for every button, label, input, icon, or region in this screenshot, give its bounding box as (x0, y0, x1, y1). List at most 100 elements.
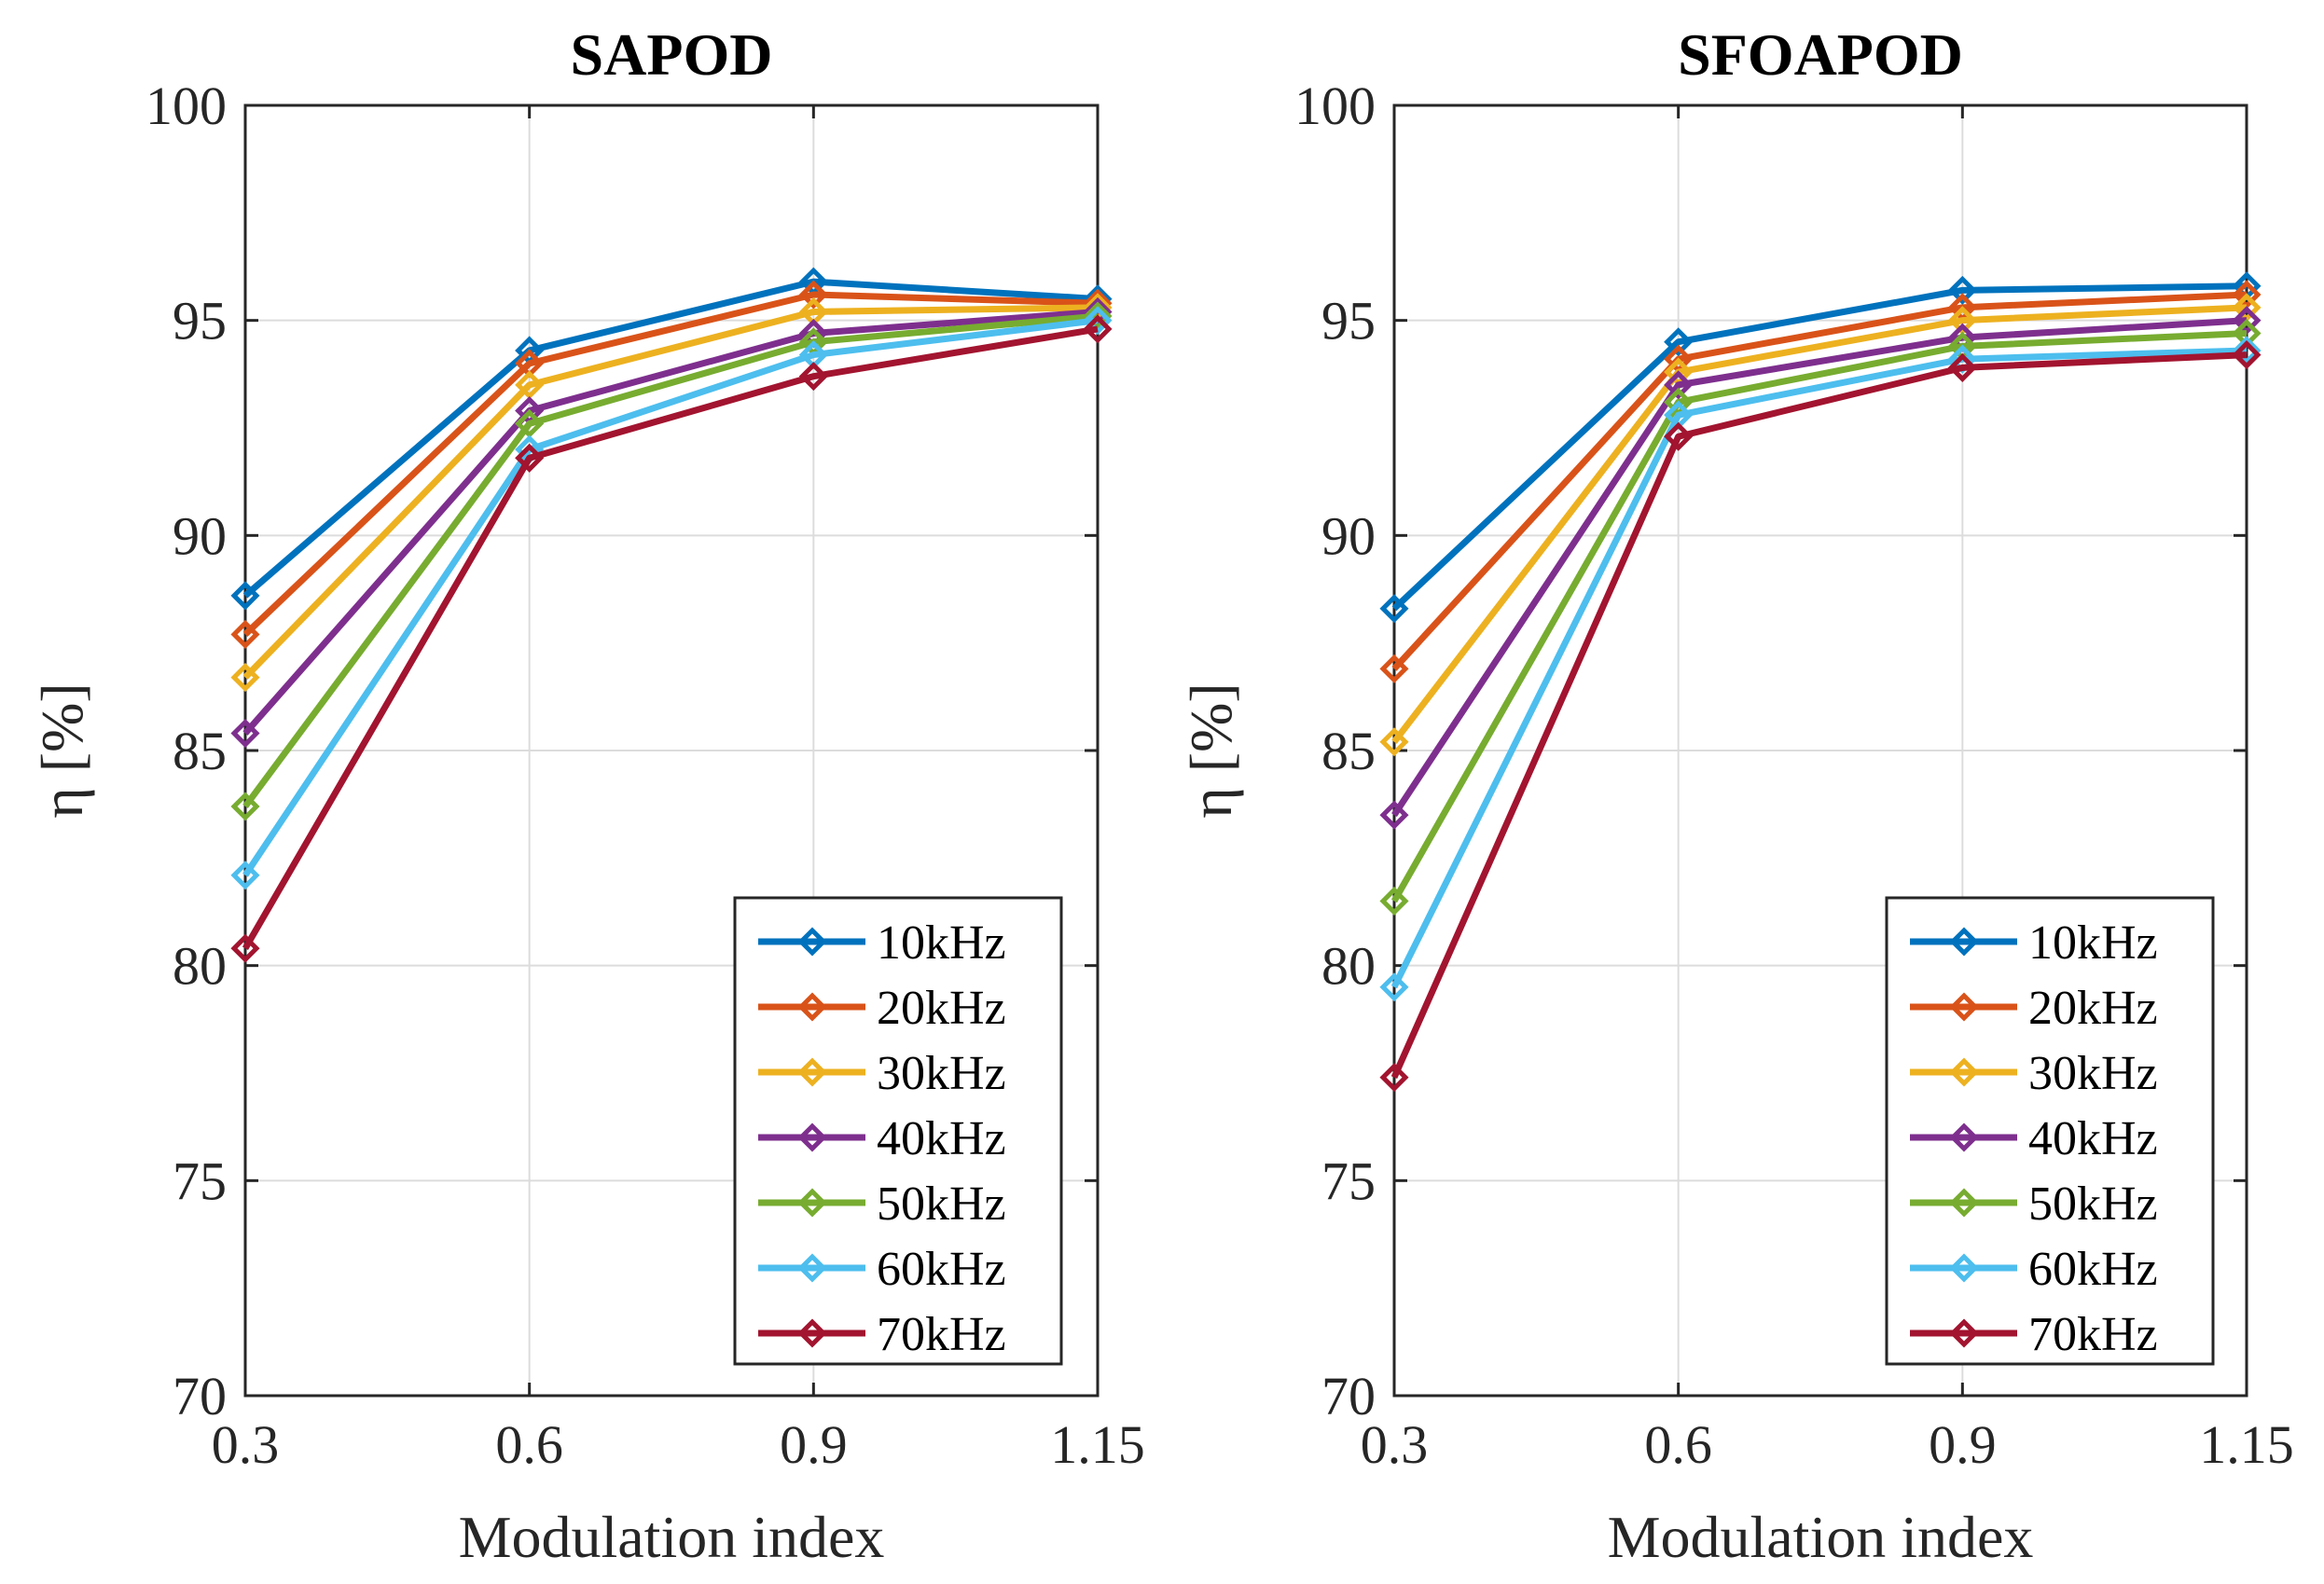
chart-0-series-6-point-0 (230, 933, 260, 963)
chart-1-series-5-line (1390, 347, 2248, 989)
chart-1-xtick-label-0: 0.3 (1361, 1414, 1429, 1475)
chart-1-legend-marker-2 (1949, 1057, 1979, 1087)
chart-0-legend-marker-6 (797, 1318, 827, 1348)
chart-1-xtick-label-3: 1.15 (2199, 1414, 2294, 1475)
chart-0-series-1-point-0 (230, 619, 260, 649)
chart-1-series-1-point-3 (2232, 280, 2262, 310)
chart-1-legend-marker-3 (1949, 1123, 1979, 1152)
chart-0-legend-label-1: 20kHz (877, 982, 1006, 1035)
chart-0-series-6-point-3 (1083, 314, 1113, 344)
chart-0-legend-marker-3 (797, 1123, 827, 1152)
chart-0-series-3-line (242, 308, 1099, 736)
chart-1-series-6 (1379, 340, 2262, 1093)
chart-0-series-6-point-2 (798, 362, 828, 392)
chart-1-series-0-point-2 (1947, 275, 1977, 305)
chart-1-series-6-point-3 (2232, 340, 2262, 370)
chart-0-series-6-line (242, 325, 1099, 950)
chart-0-ytick-label-1: 75 (173, 1150, 227, 1211)
chart-0-series-0-point-0 (230, 581, 260, 611)
chart-0-series-4-point-0 (230, 792, 260, 821)
chart-0-series-1-point-2 (798, 280, 828, 310)
chart-1-ytick-label-4: 90 (1321, 505, 1376, 566)
chart-1-title: SFOAPOD (1678, 21, 1963, 88)
chart-0-series-1-line (242, 291, 1099, 637)
chart-1-legend-marker-5 (1949, 1253, 1979, 1283)
chart-1-series-3-point-1 (1664, 370, 1694, 400)
chart-0-legend-marker-1 (797, 992, 827, 1022)
chart-1-series-5-point-3 (2232, 336, 2262, 365)
chart-0-legend-label-6: 70kHz (877, 1308, 1006, 1361)
chart-1-xtick-label-2: 0.9 (1929, 1414, 1997, 1475)
chart-1-legend-label-4: 50kHz (2028, 1178, 2158, 1231)
chart-0-series-5-point-0 (230, 861, 260, 890)
chart-0-ytick-label-4: 90 (173, 505, 227, 566)
chart-0-series-5-line (242, 317, 1099, 877)
chart-0-series-2-line (242, 304, 1099, 681)
chart-1-legend-marker-4 (1949, 1188, 1979, 1218)
chart-1-series-6-line (1390, 351, 2248, 1080)
chart-1-legend-marker-6 (1949, 1318, 1979, 1348)
chart-0-legend-box (733, 896, 1063, 1366)
chart-1-ytick-label-5: 95 (1321, 291, 1376, 351)
chart-1-series-4 (1379, 318, 2262, 916)
chart-0-ytick-label-6: 100 (145, 76, 227, 136)
chart-1-legend-label-3: 40kHz (2028, 1112, 2158, 1165)
chart-1-series-2-point-0 (1379, 727, 1409, 757)
chart-0-xtick-label-3: 1.15 (1050, 1414, 1145, 1475)
chart-0-legend-marker-0 (797, 927, 827, 957)
chart-1-series-5-point-0 (1379, 972, 1409, 1002)
chart-1-series-0 (1379, 271, 2262, 624)
chart-0-xtick-label-2: 0.9 (780, 1414, 848, 1475)
chart-0-ytick-label-2: 80 (173, 936, 227, 997)
chart-0-series-6 (230, 314, 1113, 963)
chart-0-xlabel: Modulation index (459, 1504, 885, 1570)
chart-0-series-3-point-0 (230, 719, 260, 749)
chart-0-legend-marker-4 (797, 1188, 827, 1218)
chart-1-series-0-point-1 (1664, 327, 1694, 357)
chart-1-ylabel: η [%] (1178, 682, 1244, 818)
chart-1-series-4-line (1390, 330, 2248, 903)
chart-1-legend-label-0: 10kHz (2028, 916, 2158, 970)
chart-1-ytick-label-2: 80 (1321, 936, 1376, 997)
chart-0-legend-label-2: 30kHz (877, 1047, 1006, 1100)
chart-1-ytick-label-1: 75 (1321, 1150, 1376, 1211)
chart-0-ylabel: η [%] (29, 682, 95, 818)
chart-0-ytick-label-3: 85 (173, 721, 227, 781)
chart-1-legend-label-2: 30kHz (2028, 1047, 2158, 1100)
chart-0-series-4-point-1 (515, 408, 545, 438)
chart-1-series-6-point-0 (1379, 1063, 1409, 1093)
chart-1-series-0-point-0 (1379, 594, 1409, 624)
chart-1-series-3-point-0 (1379, 800, 1409, 830)
chart-1-series-1-point-0 (1379, 654, 1409, 683)
chart-0-series-0-line (242, 278, 1099, 599)
chart-1-series-2-point-3 (2232, 293, 2262, 323)
chart-1-legend-label-5: 60kHz (2028, 1243, 2158, 1296)
chart-0-legend-marker-2 (797, 1057, 827, 1087)
chart-1-series-6-point-2 (1947, 352, 1977, 382)
chart-0-legend-label-4: 50kHz (877, 1178, 1006, 1231)
chart-1-legend: 10kHz 20kHz 30kHz 40kHz 50kHz 60kHz 70kHz (1885, 896, 2215, 1366)
chart-1-panel: 0.3 0.6 0.9 1.15 70 75 80 85 90 95 100 SFOAPOD Modul… (1178, 21, 2294, 1570)
chart-0-legend-marker-5 (797, 1253, 827, 1283)
chart-1-series-2-point-2 (1947, 306, 1977, 336)
chart-1-series-0-line (1391, 282, 2248, 612)
chart-1-legend-label-6: 70kHz (2028, 1308, 2158, 1361)
chart-0-xtick-label-0: 0.3 (212, 1414, 280, 1475)
chart-0-legend: 10kHz 20kHz 30kHz 40kHz 50kHz 60kHz 70kHz (733, 896, 1063, 1366)
chart-1-legend-label-1: 20kHz (2028, 982, 2158, 1035)
chart-1-ytick-label-0: 70 (1321, 1366, 1376, 1426)
chart-1-series-3-line (1391, 317, 2248, 818)
chart-0-title: SAPOD (571, 21, 773, 88)
chart-1-legend-marker-0 (1949, 927, 1979, 957)
chart-0-series-6-point-1 (515, 443, 545, 473)
chart-0-legend-label-5: 60kHz (877, 1243, 1006, 1296)
chart-0-series-4-line (242, 312, 1099, 809)
chart-0-series-2-point-1 (515, 370, 545, 400)
chart-0-ytick-label-0: 70 (173, 1366, 227, 1426)
chart-1-series-4-point-0 (1379, 886, 1409, 916)
chart-0-panel: 0.3 0.6 0.9 1.15 70 75 80 85 90 95 100 SAPOD Modulat… (29, 21, 1145, 1570)
chart-0-xtick-label-1: 0.6 (495, 1414, 563, 1475)
chart-1-ytick-label-3: 85 (1321, 721, 1376, 781)
chart-0-legend-label-3: 40kHz (877, 1112, 1006, 1165)
